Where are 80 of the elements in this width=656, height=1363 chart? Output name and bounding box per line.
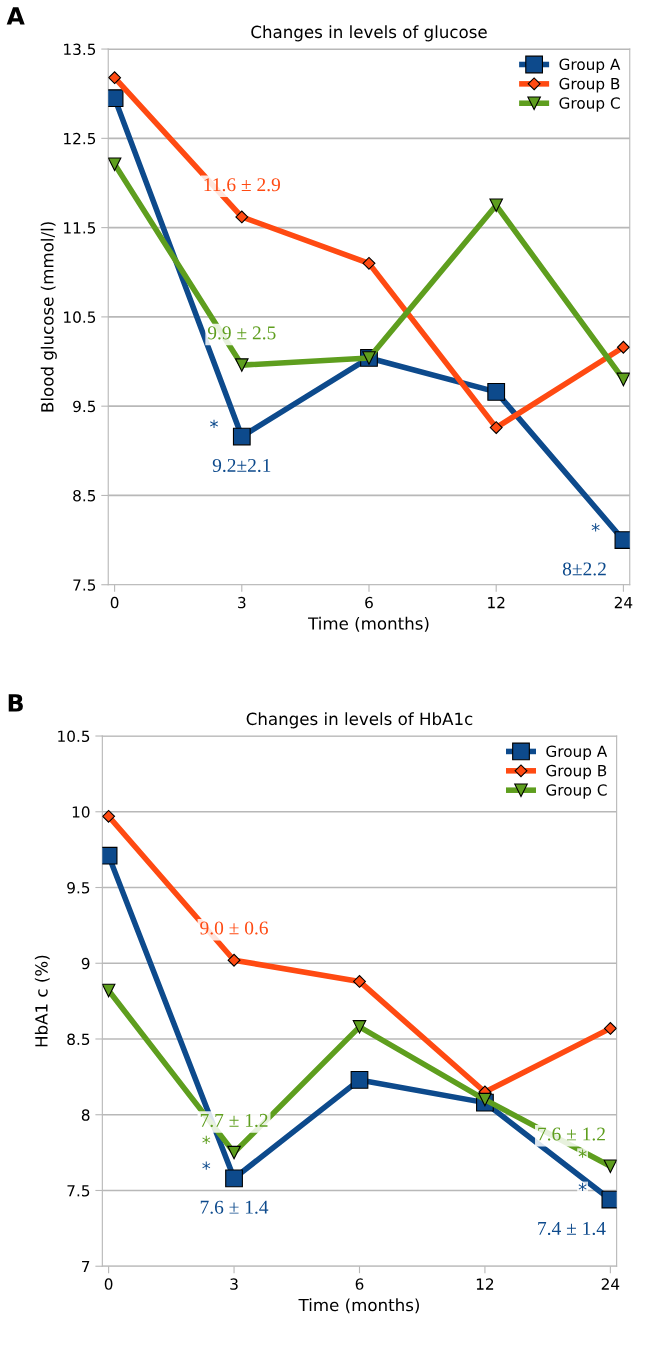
x-tick-label: 6 [355,1278,364,1290]
y-tick-label: 9.5 [67,881,90,894]
y-axis-title: HbA1 c (%) [34,955,50,1047]
annotation: * [202,1161,211,1170]
y-tick-label: 8 [81,1109,90,1121]
point [601,1190,617,1209]
point [350,1071,369,1089]
annotation: * [210,419,218,429]
point [227,1145,241,1160]
y-tick-label: 9.5 [73,400,96,413]
legend-label: Group B [546,764,607,780]
annotation: 11.6 ± 2.9 [204,178,280,192]
annotation: * [578,1149,587,1158]
x-axis-title: Time (months) [298,1298,419,1314]
x-tick-label: 3 [230,1278,238,1290]
legend-label: Group B [559,77,620,93]
y-tick-label: 10 [72,806,90,818]
annotation: 7.6 ± 1.4 [200,1200,269,1214]
text: B [8,694,23,712]
point [489,421,503,435]
annotation: * [578,1182,587,1192]
point [102,809,116,823]
x-tick-label: 3 [238,596,246,609]
annotation: 9.9 ± 2.5 [207,326,276,340]
y-tick-label: 10.5 [58,730,90,743]
y-tick-label: 7 [82,1260,90,1273]
point [225,1169,243,1188]
point [362,256,376,270]
point [234,358,249,372]
point [102,983,116,998]
annotation: 9.0 ± 0.6 [200,921,268,935]
x-tick-label: 0 [104,1278,113,1290]
y-tick-label: 8.5 [67,1033,90,1046]
point [235,210,249,224]
point [616,372,630,387]
x-tick-label: 12 [476,1278,494,1290]
annotation: 9.2±2.1 [212,458,271,473]
point [108,157,122,172]
y-tick-label: 10.5 [64,311,96,323]
point [489,198,504,213]
text: A [6,7,25,25]
y-tick-label: 13.5 [64,43,96,56]
point [603,1021,617,1035]
point [487,383,506,401]
point [353,974,366,988]
x-tick-label: 24 [614,596,633,609]
annotation: 7.4 ± 1.4 [538,1221,606,1236]
annotation: * [202,1135,211,1145]
annotation: 7.6 ± 1.2 [538,1127,605,1141]
point [614,531,630,549]
annotation: 8±2.2 [562,562,606,576]
x-tick-label: 12 [488,596,505,609]
point [603,1159,617,1174]
point [108,89,124,108]
point [352,1020,367,1034]
point [108,71,122,85]
y-axis-title: Blood glucose (mmol/l) [40,222,57,412]
point [478,1092,492,1107]
x-tick-label: 6 [365,596,373,609]
y-tick-label: 9 [81,957,90,970]
x-tick-label: 0 [110,596,119,609]
point [227,953,241,967]
y-tick-label: 7.5 [67,1185,90,1197]
legend-label: Group A [559,58,621,74]
point [102,846,118,865]
y-tick-label: 11.5 [64,222,96,234]
point [616,340,630,354]
legend-label: Group C [559,97,620,112]
x-tick-label: 24 [601,1278,620,1290]
y-tick-label: 8.5 [73,489,96,502]
chart-title: Changes in levels of glucose [251,25,487,42]
chart-title: Changes in levels of HbA1c [246,712,473,729]
point [232,427,251,446]
legend-label: Group A [546,745,608,760]
y-tick-label: 12.5 [64,132,96,145]
annotation: 7.7 ± 1.2 [200,1113,268,1128]
legend-label: Group C [546,784,607,799]
y-tick-label: 7.5 [73,579,96,591]
annotation: * [591,523,600,532]
x-axis-title: Time (months) [308,616,429,632]
